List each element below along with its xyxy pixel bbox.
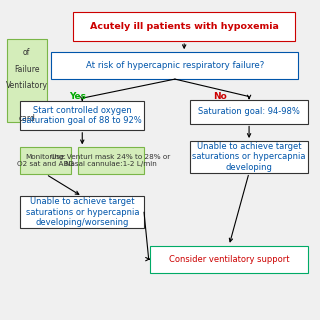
Text: Acutely ill patients with hypoxemia: Acutely ill patients with hypoxemia bbox=[90, 22, 279, 31]
FancyBboxPatch shape bbox=[73, 12, 295, 41]
Text: Unable to achieve target
saturations or hypercapnia
developing/worsening: Unable to achieve target saturations or … bbox=[26, 197, 139, 227]
Text: Saturation goal: 94-98%: Saturation goal: 94-98% bbox=[198, 107, 300, 116]
FancyBboxPatch shape bbox=[20, 101, 144, 130]
Text: of: of bbox=[23, 48, 30, 57]
FancyBboxPatch shape bbox=[190, 100, 308, 124]
FancyBboxPatch shape bbox=[78, 147, 144, 174]
FancyBboxPatch shape bbox=[20, 147, 71, 174]
Text: Failure: Failure bbox=[14, 65, 39, 74]
Text: Ventilatory: Ventilatory bbox=[6, 81, 48, 90]
Text: At risk of hypercapnic respiratory failure?: At risk of hypercapnic respiratory failu… bbox=[86, 61, 264, 70]
Text: Start controlled oxygen
saturation goal of 88 to 92%: Start controlled oxygen saturation goal … bbox=[22, 106, 142, 125]
Text: card: card bbox=[18, 114, 35, 123]
FancyBboxPatch shape bbox=[7, 39, 47, 122]
Text: Unable to achieve target
saturations or hypercapnia
developing: Unable to achieve target saturations or … bbox=[192, 142, 306, 172]
Text: Yes: Yes bbox=[69, 92, 86, 101]
Text: Use Venturi mask 24% to 28% or
Nasal cannulae:1-2 L/min: Use Venturi mask 24% to 28% or Nasal can… bbox=[51, 154, 171, 167]
FancyBboxPatch shape bbox=[190, 141, 308, 173]
FancyBboxPatch shape bbox=[52, 52, 299, 79]
Text: No: No bbox=[213, 92, 227, 101]
FancyBboxPatch shape bbox=[150, 246, 308, 273]
FancyBboxPatch shape bbox=[20, 196, 144, 228]
Text: Consider ventilatory support: Consider ventilatory support bbox=[169, 255, 289, 264]
Text: Monitoring:
O2 sat and ABG: Monitoring: O2 sat and ABG bbox=[18, 154, 75, 167]
